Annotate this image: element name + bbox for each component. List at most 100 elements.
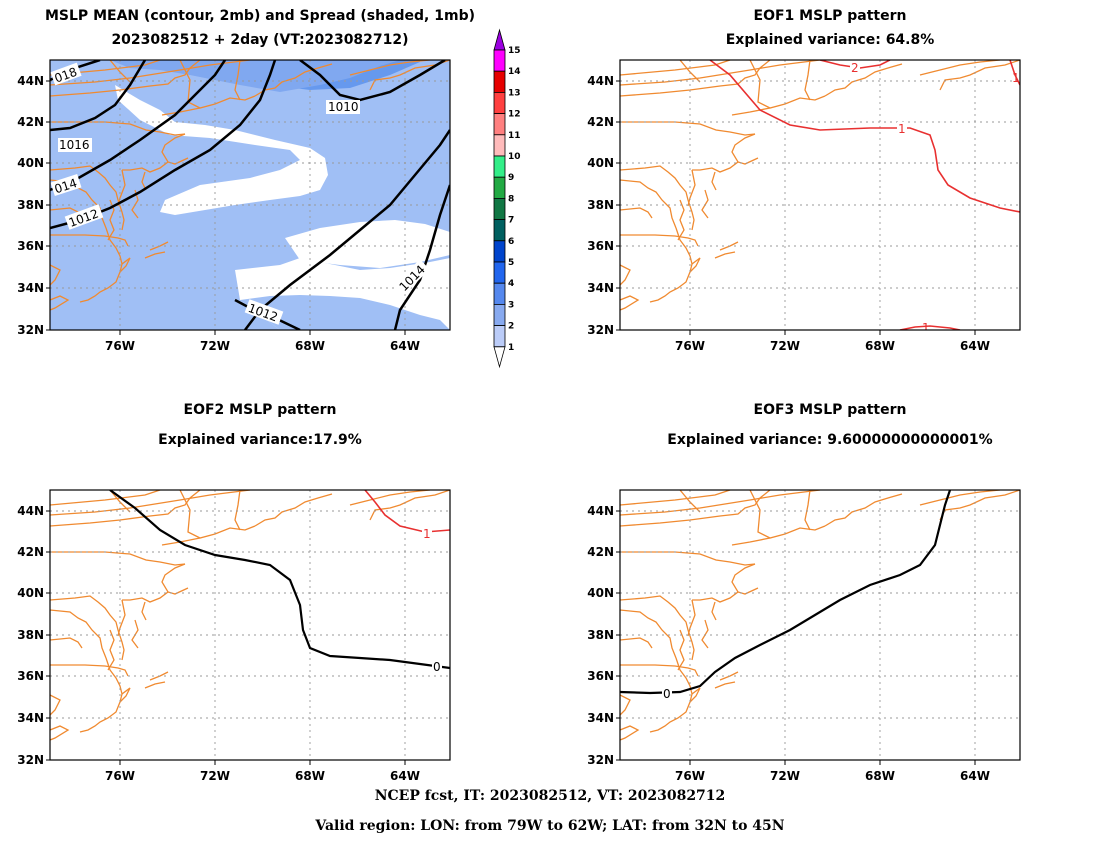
eof2-panel-title: EOF2 MSLP pattern xyxy=(183,402,337,418)
svg-text:0: 0 xyxy=(663,687,671,701)
colorbar-level-label: 1 xyxy=(508,343,514,353)
colorbar-swatch xyxy=(493,155,506,178)
eof1-contours xyxy=(709,60,1020,330)
lat-tick-label: 34N xyxy=(17,711,44,725)
colorbar-swatch xyxy=(493,49,506,72)
eof1-contour-labels: 2 1 1 1 xyxy=(850,61,1020,335)
colorbar-level-label: 6 xyxy=(508,237,514,247)
lon-tick-label: 72W xyxy=(770,339,800,353)
lat-tick-label: 42N xyxy=(587,115,614,129)
lat-tick-label: 34N xyxy=(587,711,614,725)
colorbar-level-label: 9 xyxy=(508,173,514,183)
svg-text:1: 1 xyxy=(898,122,906,136)
lat-tick-label: 40N xyxy=(587,586,614,600)
lat-tick-label: 38N xyxy=(587,628,614,642)
lat-tick-label: 36N xyxy=(17,239,44,253)
lon-tick-label: 64W xyxy=(960,769,990,783)
colorbar-bottom-arrow xyxy=(493,346,506,369)
colorbar-level-label: 14 xyxy=(508,67,521,77)
eof3-variance-label: Explained variance: 9.60000000000001% xyxy=(667,432,993,448)
lon-tick-label: 76W xyxy=(105,339,135,353)
svg-text:1: 1 xyxy=(1012,71,1020,85)
lat-tick-label: 36N xyxy=(17,669,44,683)
colorbar-level-label: 2 xyxy=(508,322,514,332)
lat-tick-label: 44N xyxy=(587,504,614,518)
lat-tick-label: 34N xyxy=(17,281,44,295)
lat-tick-label: 32N xyxy=(17,323,44,337)
colorbar-swatch xyxy=(493,113,506,136)
eof3-zero-contour xyxy=(620,490,952,695)
lat-tick-label: 32N xyxy=(587,323,614,337)
svg-text:0: 0 xyxy=(433,660,441,674)
mean-contour-labels: 018 1016 014 1012 1010 1014 1012 xyxy=(50,62,430,325)
lat-tick-label: 40N xyxy=(17,156,44,170)
svg-text:2: 2 xyxy=(851,61,859,75)
colorbar-level-label: 8 xyxy=(508,194,514,204)
lat-tick-label: 38N xyxy=(17,628,44,642)
colorbar-swatch xyxy=(493,134,506,157)
lon-tick-label: 72W xyxy=(200,339,230,353)
colorbar-level-label: 11 xyxy=(508,131,521,141)
eof2-variance-label: Explained variance:17.9% xyxy=(158,432,362,448)
lon-tick-label: 68W xyxy=(295,339,325,353)
eof1-variance-label: Explained variance: 64.8% xyxy=(725,32,935,48)
svg-text:1: 1 xyxy=(922,321,930,335)
lat-tick-label: 44N xyxy=(17,74,44,88)
lon-tick-label: 64W xyxy=(960,339,990,353)
lat-tick-label: 40N xyxy=(587,156,614,170)
coastline-eof3 xyxy=(620,490,1020,741)
lon-tick-label: 64W xyxy=(390,769,420,783)
lat-tick-label: 42N xyxy=(17,115,44,129)
footer-run-info: NCEP fcst, IT: 2023082512, VT: 202308271… xyxy=(374,788,726,804)
axis-labels: 44N 42N 40N 38N 36N 34N 32N 76W 72W 68W 64W 44N 42N 4… xyxy=(17,74,990,783)
lat-tick-label: 42N xyxy=(17,545,44,559)
eof1-map-panel: 2 1 1 1 xyxy=(619,59,1021,335)
lat-tick-label: 38N xyxy=(17,198,44,212)
footer-valid-region: Valid region: LON: from 79W to 62W; LAT:… xyxy=(315,818,785,834)
svg-text:014: 014 xyxy=(53,176,79,196)
colorbar-swatch xyxy=(493,92,506,115)
lon-tick-label: 64W xyxy=(390,339,420,353)
lat-tick-label: 32N xyxy=(17,753,44,767)
mean-panel-subtitle: 2023082512 + 2day (VT:2023082712) xyxy=(111,32,409,48)
colorbar-level-label: 5 xyxy=(508,258,514,268)
lon-tick-label: 76W xyxy=(675,769,705,783)
colorbar-level-label: 7 xyxy=(508,216,514,226)
lat-tick-label: 36N xyxy=(587,669,614,683)
colorbar-swatch xyxy=(493,282,506,305)
colorbar-swatch xyxy=(493,303,506,326)
lon-tick-label: 72W xyxy=(200,769,230,783)
colorbar-level-label: 13 xyxy=(508,88,521,98)
colorbar-swatch xyxy=(493,240,506,263)
lat-tick-label: 42N xyxy=(587,545,614,559)
eof1-panel-title: EOF1 MSLP pattern xyxy=(753,8,907,24)
coastline-eof1 xyxy=(620,60,1020,311)
lon-tick-label: 72W xyxy=(770,769,800,783)
colorbar-swatch xyxy=(493,70,506,93)
colorbar-level-label: 3 xyxy=(508,300,514,310)
lat-tick-label: 44N xyxy=(17,504,44,518)
svg-text:1: 1 xyxy=(423,527,431,541)
eof3-panel-title: EOF3 MSLP pattern xyxy=(753,402,907,418)
colorbar-swatch xyxy=(493,176,506,199)
colorbar-level-label: 15 xyxy=(508,46,521,56)
lat-tick-label: 38N xyxy=(587,198,614,212)
lat-tick-label: 36N xyxy=(587,239,614,253)
lat-tick-label: 34N xyxy=(587,281,614,295)
colorbar-swatch xyxy=(493,219,506,242)
mean-map-panel: 018 1016 014 1012 1010 1014 1012 xyxy=(49,59,451,331)
lon-tick-label: 68W xyxy=(295,769,325,783)
lat-tick-label: 40N xyxy=(17,586,44,600)
lon-tick-label: 76W xyxy=(105,769,135,783)
lon-tick-label: 68W xyxy=(865,339,895,353)
colorbar-level-label: 12 xyxy=(508,110,521,120)
svg-text:1010: 1010 xyxy=(328,100,359,114)
eof2-map-panel: 0 1 xyxy=(49,489,451,761)
mean-frame xyxy=(49,59,451,331)
spread-colorbar: 15 14 13 12 11 10 9 8 7 6 5 4 3 2 1 xyxy=(493,28,521,369)
lat-tick-label: 32N xyxy=(587,753,614,767)
colorbar-swatch xyxy=(493,325,506,348)
lat-tick-label: 44N xyxy=(587,74,614,88)
lon-tick-label: 76W xyxy=(675,339,705,353)
colorbar-top-arrow xyxy=(493,28,506,51)
